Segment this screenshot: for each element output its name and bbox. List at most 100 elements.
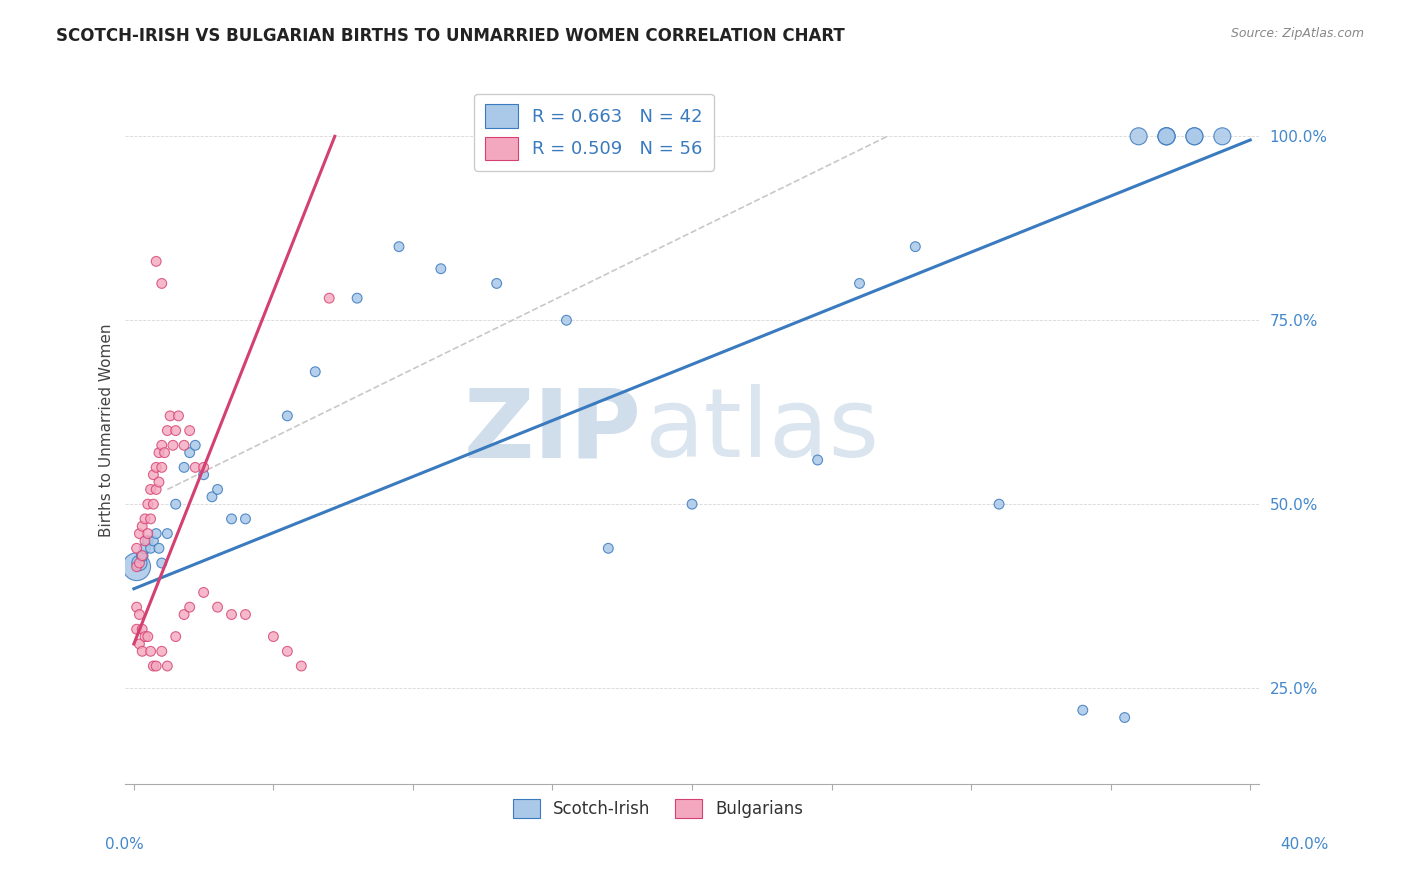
Point xyxy=(848,277,870,291)
Point xyxy=(262,630,284,644)
Point xyxy=(179,600,201,615)
Point xyxy=(207,600,229,615)
Point xyxy=(145,659,167,673)
Point xyxy=(304,365,326,379)
Point xyxy=(1156,129,1178,144)
Point xyxy=(125,622,148,636)
Point xyxy=(193,460,215,475)
Point xyxy=(131,622,153,636)
Point xyxy=(162,438,184,452)
Point xyxy=(173,460,195,475)
Point xyxy=(136,533,159,548)
Point xyxy=(235,512,257,526)
Point xyxy=(131,519,153,533)
Point xyxy=(131,644,153,658)
Point xyxy=(142,467,165,482)
Point xyxy=(193,585,215,599)
Point xyxy=(139,483,162,497)
Point xyxy=(318,291,340,305)
Point xyxy=(201,490,224,504)
Point xyxy=(1114,710,1136,724)
Point xyxy=(485,277,508,291)
Point xyxy=(276,644,298,658)
Point xyxy=(134,630,156,644)
Point xyxy=(128,607,150,622)
Point xyxy=(131,549,153,563)
Point xyxy=(150,556,173,570)
Text: SCOTCH-IRISH VS BULGARIAN BIRTHS TO UNMARRIED WOMEN CORRELATION CHART: SCOTCH-IRISH VS BULGARIAN BIRTHS TO UNMA… xyxy=(56,27,845,45)
Point xyxy=(142,497,165,511)
Point xyxy=(145,460,167,475)
Point xyxy=(235,607,257,622)
Point xyxy=(1184,129,1206,144)
Point xyxy=(148,445,170,459)
Point xyxy=(145,483,167,497)
Text: atlas: atlas xyxy=(644,384,880,477)
Point xyxy=(807,453,830,467)
Point xyxy=(1071,703,1094,717)
Point xyxy=(156,659,179,673)
Point xyxy=(165,630,187,644)
Point xyxy=(148,475,170,489)
Point xyxy=(290,659,312,673)
Point xyxy=(125,541,148,556)
Point xyxy=(159,409,181,423)
Point xyxy=(156,526,179,541)
Point xyxy=(681,497,703,511)
Point xyxy=(139,644,162,658)
Point xyxy=(193,467,215,482)
Point xyxy=(134,533,156,548)
Point xyxy=(153,445,176,459)
Point xyxy=(184,438,207,452)
Point xyxy=(988,497,1011,511)
Point xyxy=(125,559,148,574)
Point xyxy=(388,240,411,254)
Point xyxy=(150,277,173,291)
Point xyxy=(207,483,229,497)
Point xyxy=(150,460,173,475)
Text: 40.0%: 40.0% xyxy=(1281,837,1329,852)
Point xyxy=(145,254,167,268)
Point xyxy=(1156,129,1178,144)
Point xyxy=(136,526,159,541)
Point xyxy=(179,424,201,438)
Point xyxy=(173,607,195,622)
Point xyxy=(1184,129,1206,144)
Point xyxy=(136,497,159,511)
Point xyxy=(221,512,243,526)
Point xyxy=(125,600,148,615)
Point xyxy=(276,409,298,423)
Point xyxy=(131,549,153,563)
Point xyxy=(136,630,159,644)
Point xyxy=(346,291,368,305)
Point xyxy=(156,424,179,438)
Point xyxy=(555,313,578,327)
Point xyxy=(173,438,195,452)
Point xyxy=(142,533,165,548)
Point xyxy=(1211,129,1233,144)
Point xyxy=(165,497,187,511)
Point xyxy=(221,607,243,622)
Point xyxy=(148,541,170,556)
Point xyxy=(167,409,190,423)
Point xyxy=(430,261,453,276)
Y-axis label: Births to Unmarried Women: Births to Unmarried Women xyxy=(100,324,114,537)
Text: Source: ZipAtlas.com: Source: ZipAtlas.com xyxy=(1230,27,1364,40)
Point xyxy=(128,526,150,541)
Point xyxy=(1128,129,1150,144)
Point xyxy=(165,424,187,438)
Point xyxy=(139,512,162,526)
Point xyxy=(125,559,148,574)
Text: ZIP: ZIP xyxy=(463,384,641,477)
Point xyxy=(128,556,150,570)
Text: 0.0%: 0.0% xyxy=(105,837,145,852)
Point xyxy=(128,556,150,570)
Point xyxy=(184,460,207,475)
Point xyxy=(150,438,173,452)
Point xyxy=(134,512,156,526)
Point xyxy=(904,240,927,254)
Point xyxy=(145,526,167,541)
Legend: Scotch-Irish, Bulgarians: Scotch-Irish, Bulgarians xyxy=(506,792,810,825)
Point xyxy=(139,541,162,556)
Point xyxy=(128,637,150,651)
